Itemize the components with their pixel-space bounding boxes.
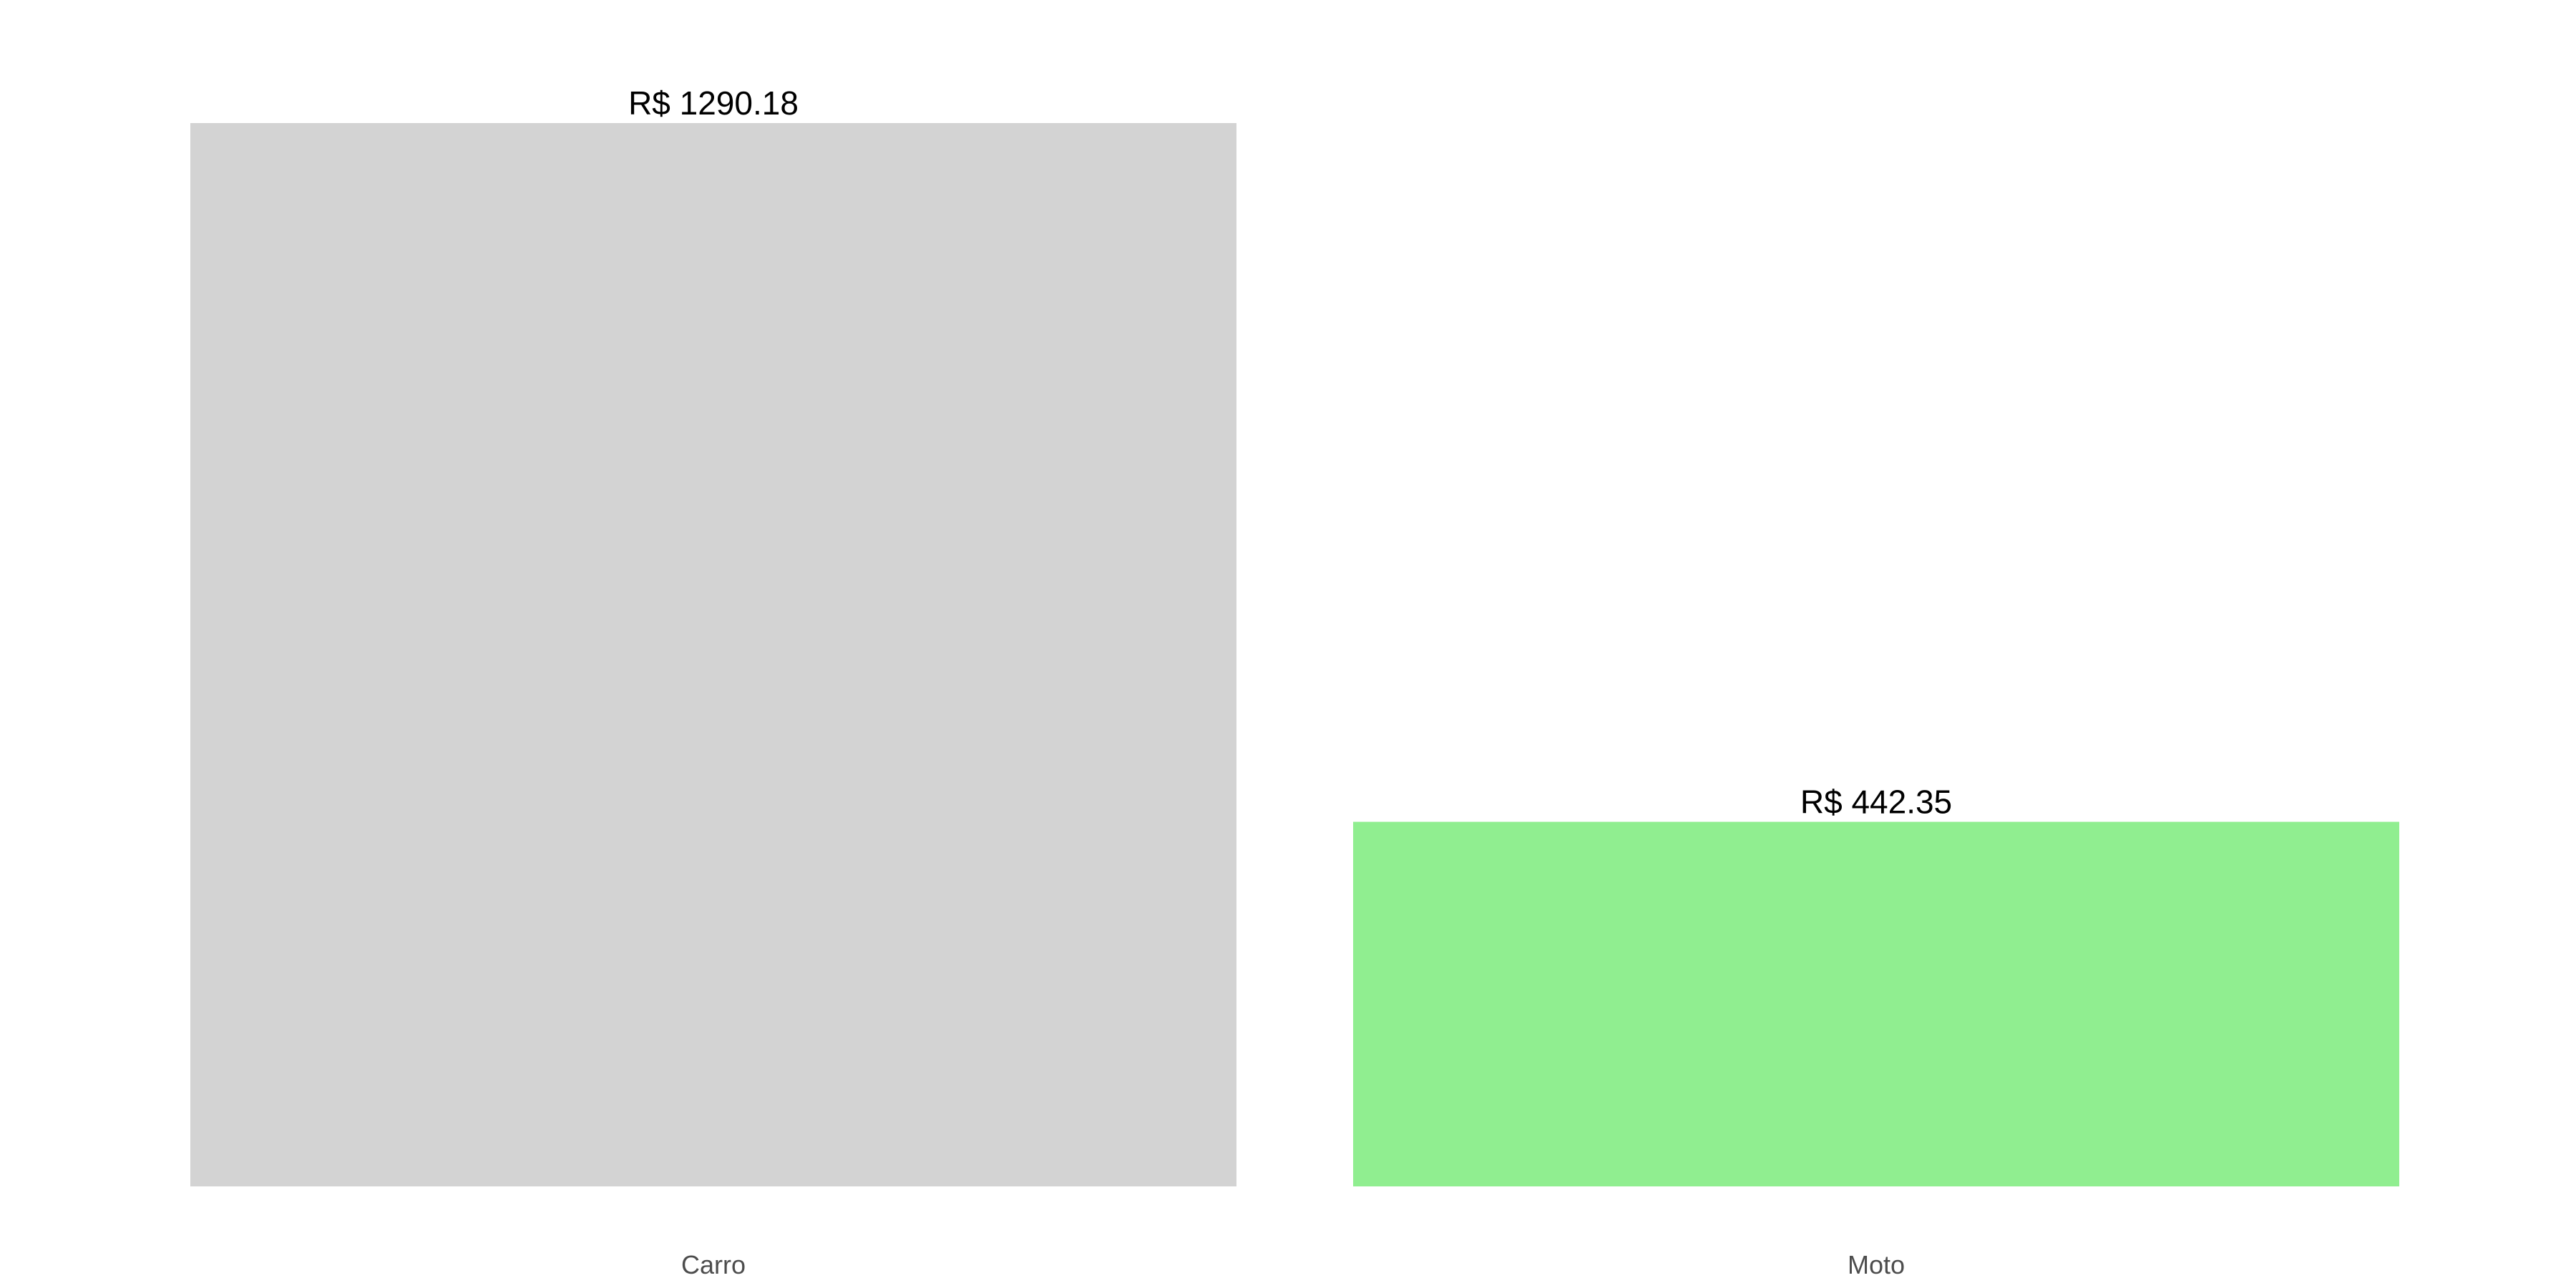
plot-area: R$ 1290.18 Carro R$ 442.35 Moto [190, 84, 2399, 1279]
x-tick-label-moto: Moto [1848, 1250, 1905, 1279]
x-tick-label-carro: Carro [681, 1250, 746, 1279]
bar-carro [190, 123, 1236, 1186]
data-label-moto: R$ 442.35 [1800, 784, 1952, 821]
bar-moto [1353, 821, 2399, 1186]
data-label-carro: R$ 1290.18 [628, 84, 799, 122]
